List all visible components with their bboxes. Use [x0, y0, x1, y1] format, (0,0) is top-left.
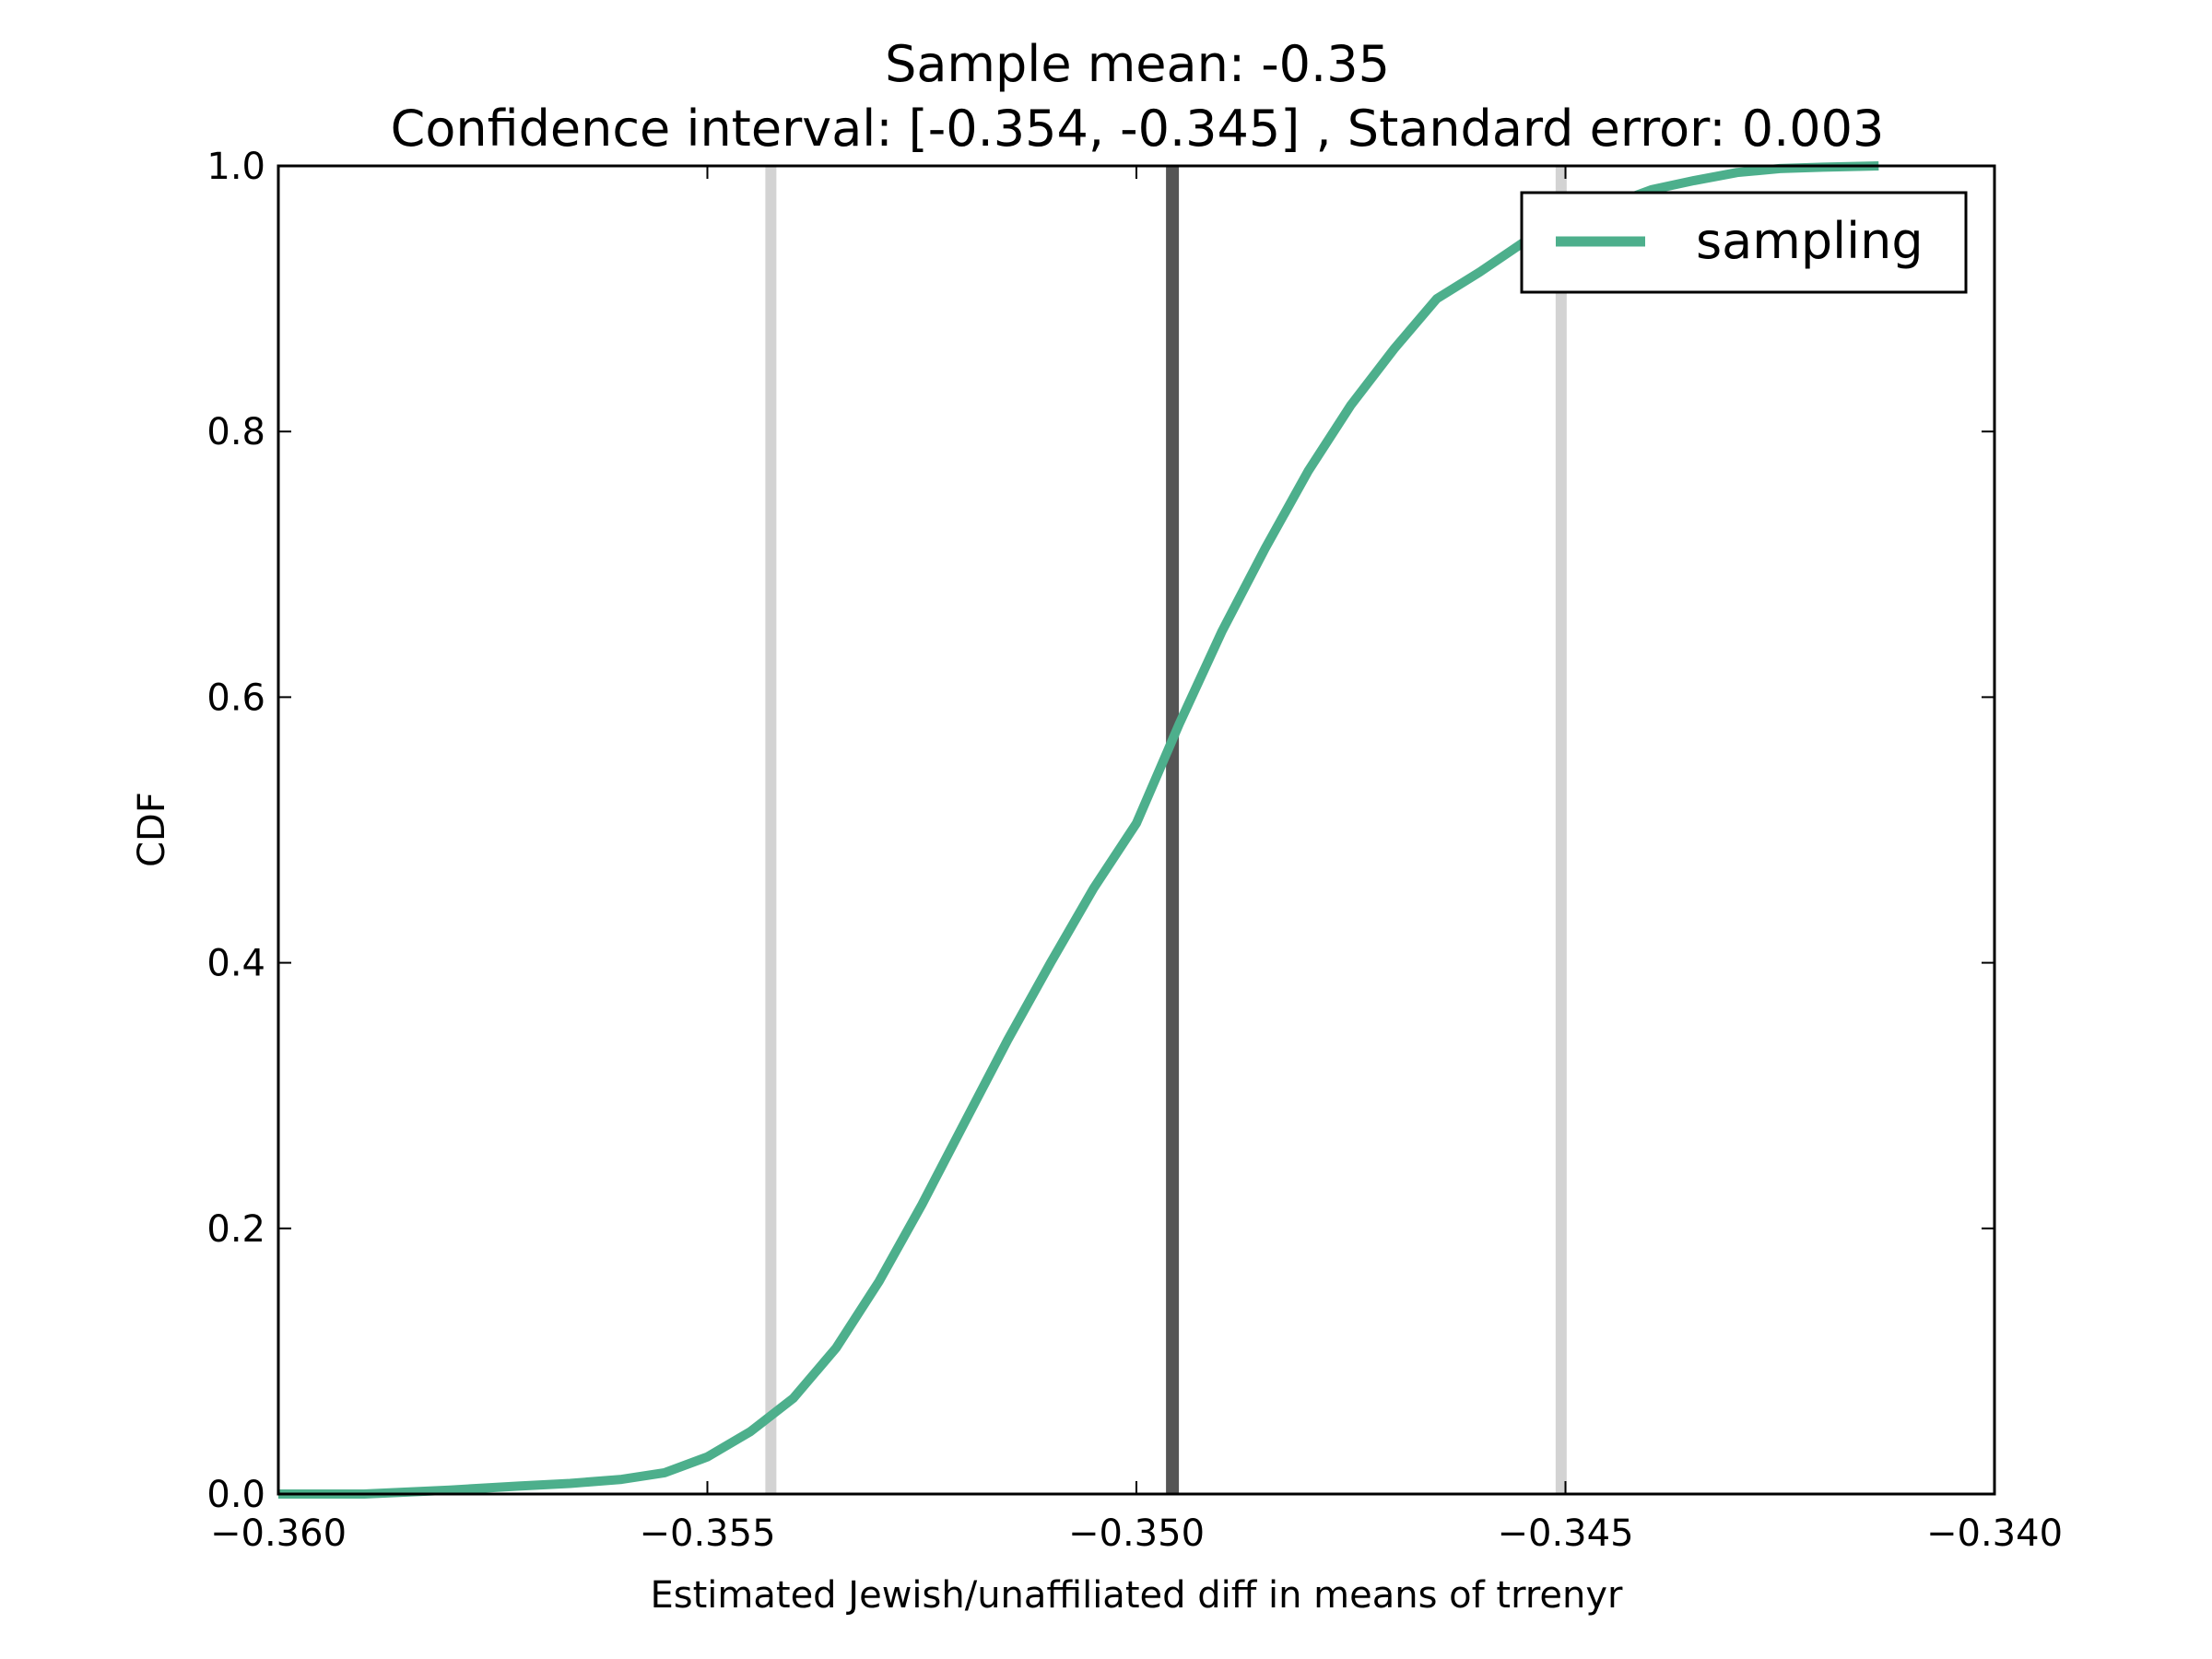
y-tick-label: 1.0 [206, 146, 265, 188]
x-tick-label: −0.340 [1926, 1512, 2063, 1555]
reference-lines [765, 166, 1567, 1494]
y-axis-ticks: 0.0 0.2 0.4 0.6 0.8 1.0 [206, 146, 1994, 1516]
x-tick-label: −0.345 [1497, 1512, 1633, 1555]
y-tick-label: 0.2 [206, 1208, 265, 1251]
y-tick-label: 0.0 [206, 1474, 265, 1516]
chart-title: Sample mean: -0.35 [885, 35, 1390, 93]
y-tick-label: 0.6 [206, 677, 265, 719]
x-axis-ticks: −0.360 −0.355 −0.350 −0.345 −0.340 [210, 166, 2063, 1555]
y-tick-label: 0.8 [206, 411, 265, 453]
x-tick-label: −0.350 [1068, 1512, 1205, 1555]
y-tick-label: 0.4 [206, 943, 265, 985]
legend: sampling [1520, 191, 1968, 294]
x-axis-label: Estimated Jewish/unaffiliated diff in me… [651, 1574, 1624, 1617]
chart-subtitle: Confidence interval: [-0.354, -0.345] , … [391, 100, 1885, 158]
y-axis-label: CDF [131, 792, 173, 867]
x-tick-label: −0.360 [210, 1512, 347, 1555]
legend-label-sampling: sampling [1696, 212, 1924, 270]
x-tick-label: −0.355 [639, 1512, 775, 1555]
